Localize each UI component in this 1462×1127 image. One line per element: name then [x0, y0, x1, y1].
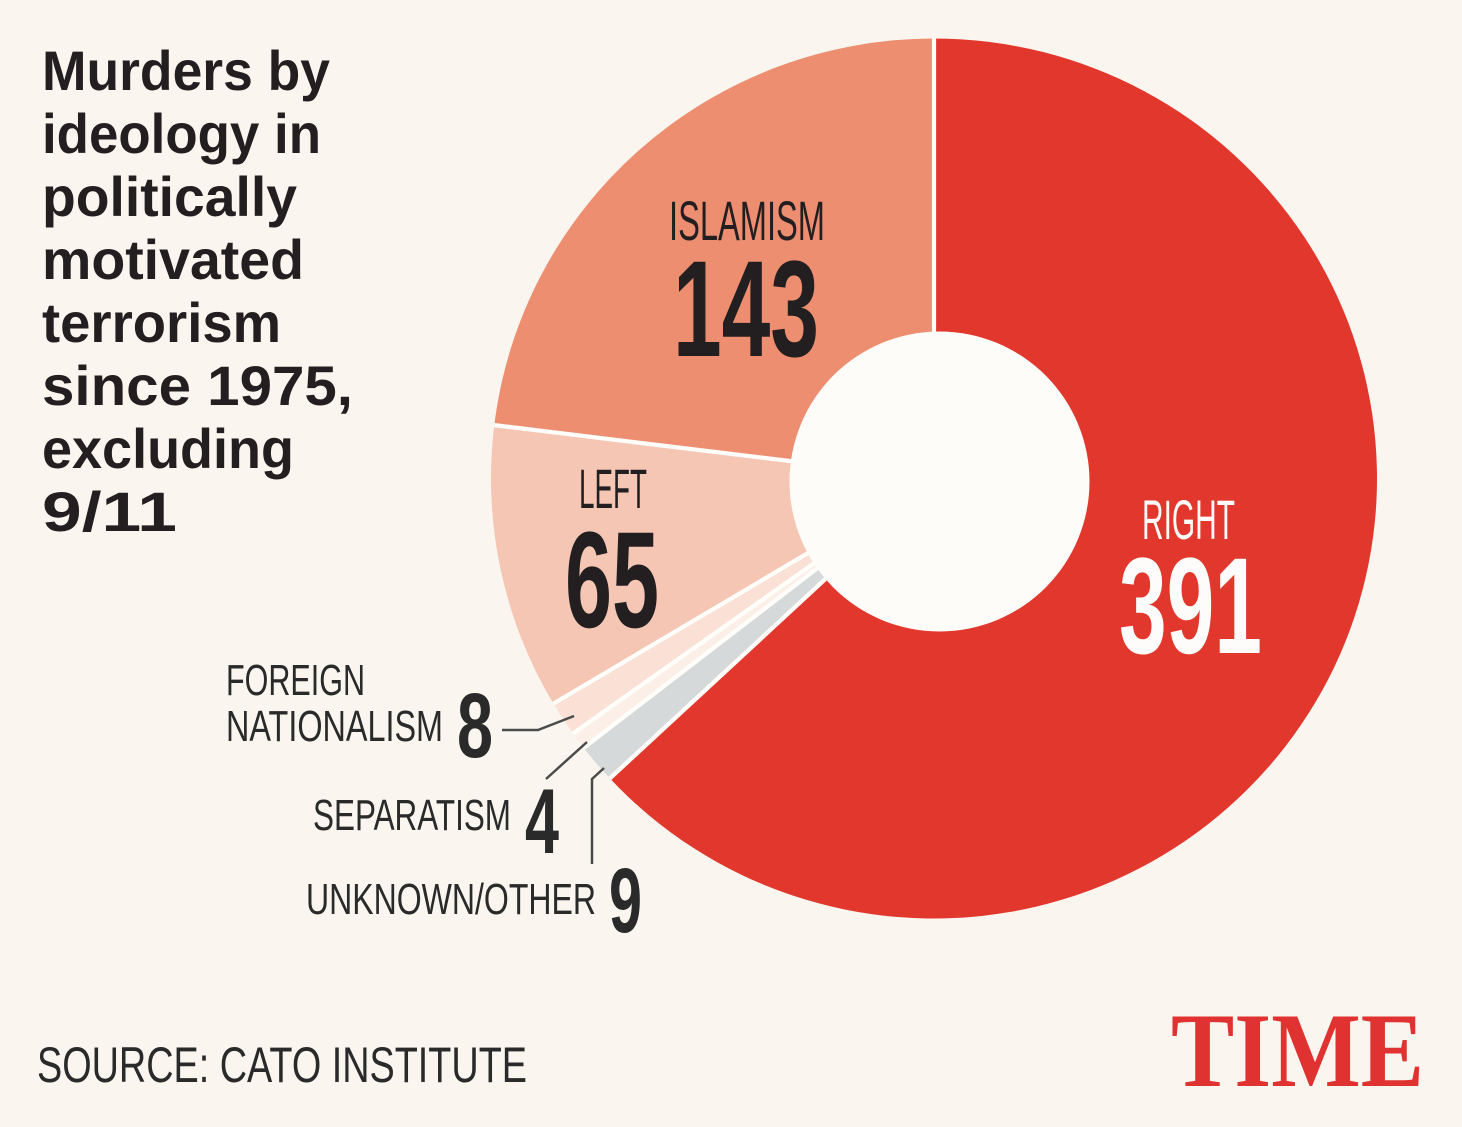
svg-text:motivated: motivated — [42, 228, 304, 291]
svg-text:4: 4 — [525, 771, 559, 873]
svg-text:9/11: 9/11 — [42, 480, 177, 543]
svg-text:SEPARATISM: SEPARATISM — [313, 791, 511, 840]
svg-text:excluding: excluding — [42, 417, 294, 480]
svg-text:UNKNOWN/OTHER: UNKNOWN/OTHER — [306, 875, 596, 924]
svg-text:politically: politically — [42, 165, 297, 228]
svg-text:9: 9 — [609, 850, 642, 952]
svg-text:SOURCE: CATO INSTITUTE: SOURCE: CATO INSTITUTE — [37, 1037, 527, 1093]
svg-text:TIME: TIME — [1171, 992, 1424, 1109]
svg-text:NATIONALISM: NATIONALISM — [226, 702, 443, 751]
svg-text:391: 391 — [1119, 530, 1262, 683]
svg-text:ISLAMISM: ISLAMISM — [669, 189, 825, 252]
svg-text:8: 8 — [457, 675, 493, 777]
svg-text:since 1975,: since 1975, — [42, 354, 353, 417]
svg-text:143: 143 — [673, 233, 819, 386]
svg-text:FOREIGN: FOREIGN — [226, 656, 365, 705]
svg-text:LEFT: LEFT — [579, 457, 647, 520]
svg-text:ideology in: ideology in — [42, 102, 321, 165]
svg-text:terrorism: terrorism — [42, 291, 281, 354]
svg-text:65: 65 — [565, 504, 659, 657]
svg-text:RIGHT: RIGHT — [1142, 488, 1235, 551]
svg-text:Murders by: Murders by — [42, 39, 330, 102]
